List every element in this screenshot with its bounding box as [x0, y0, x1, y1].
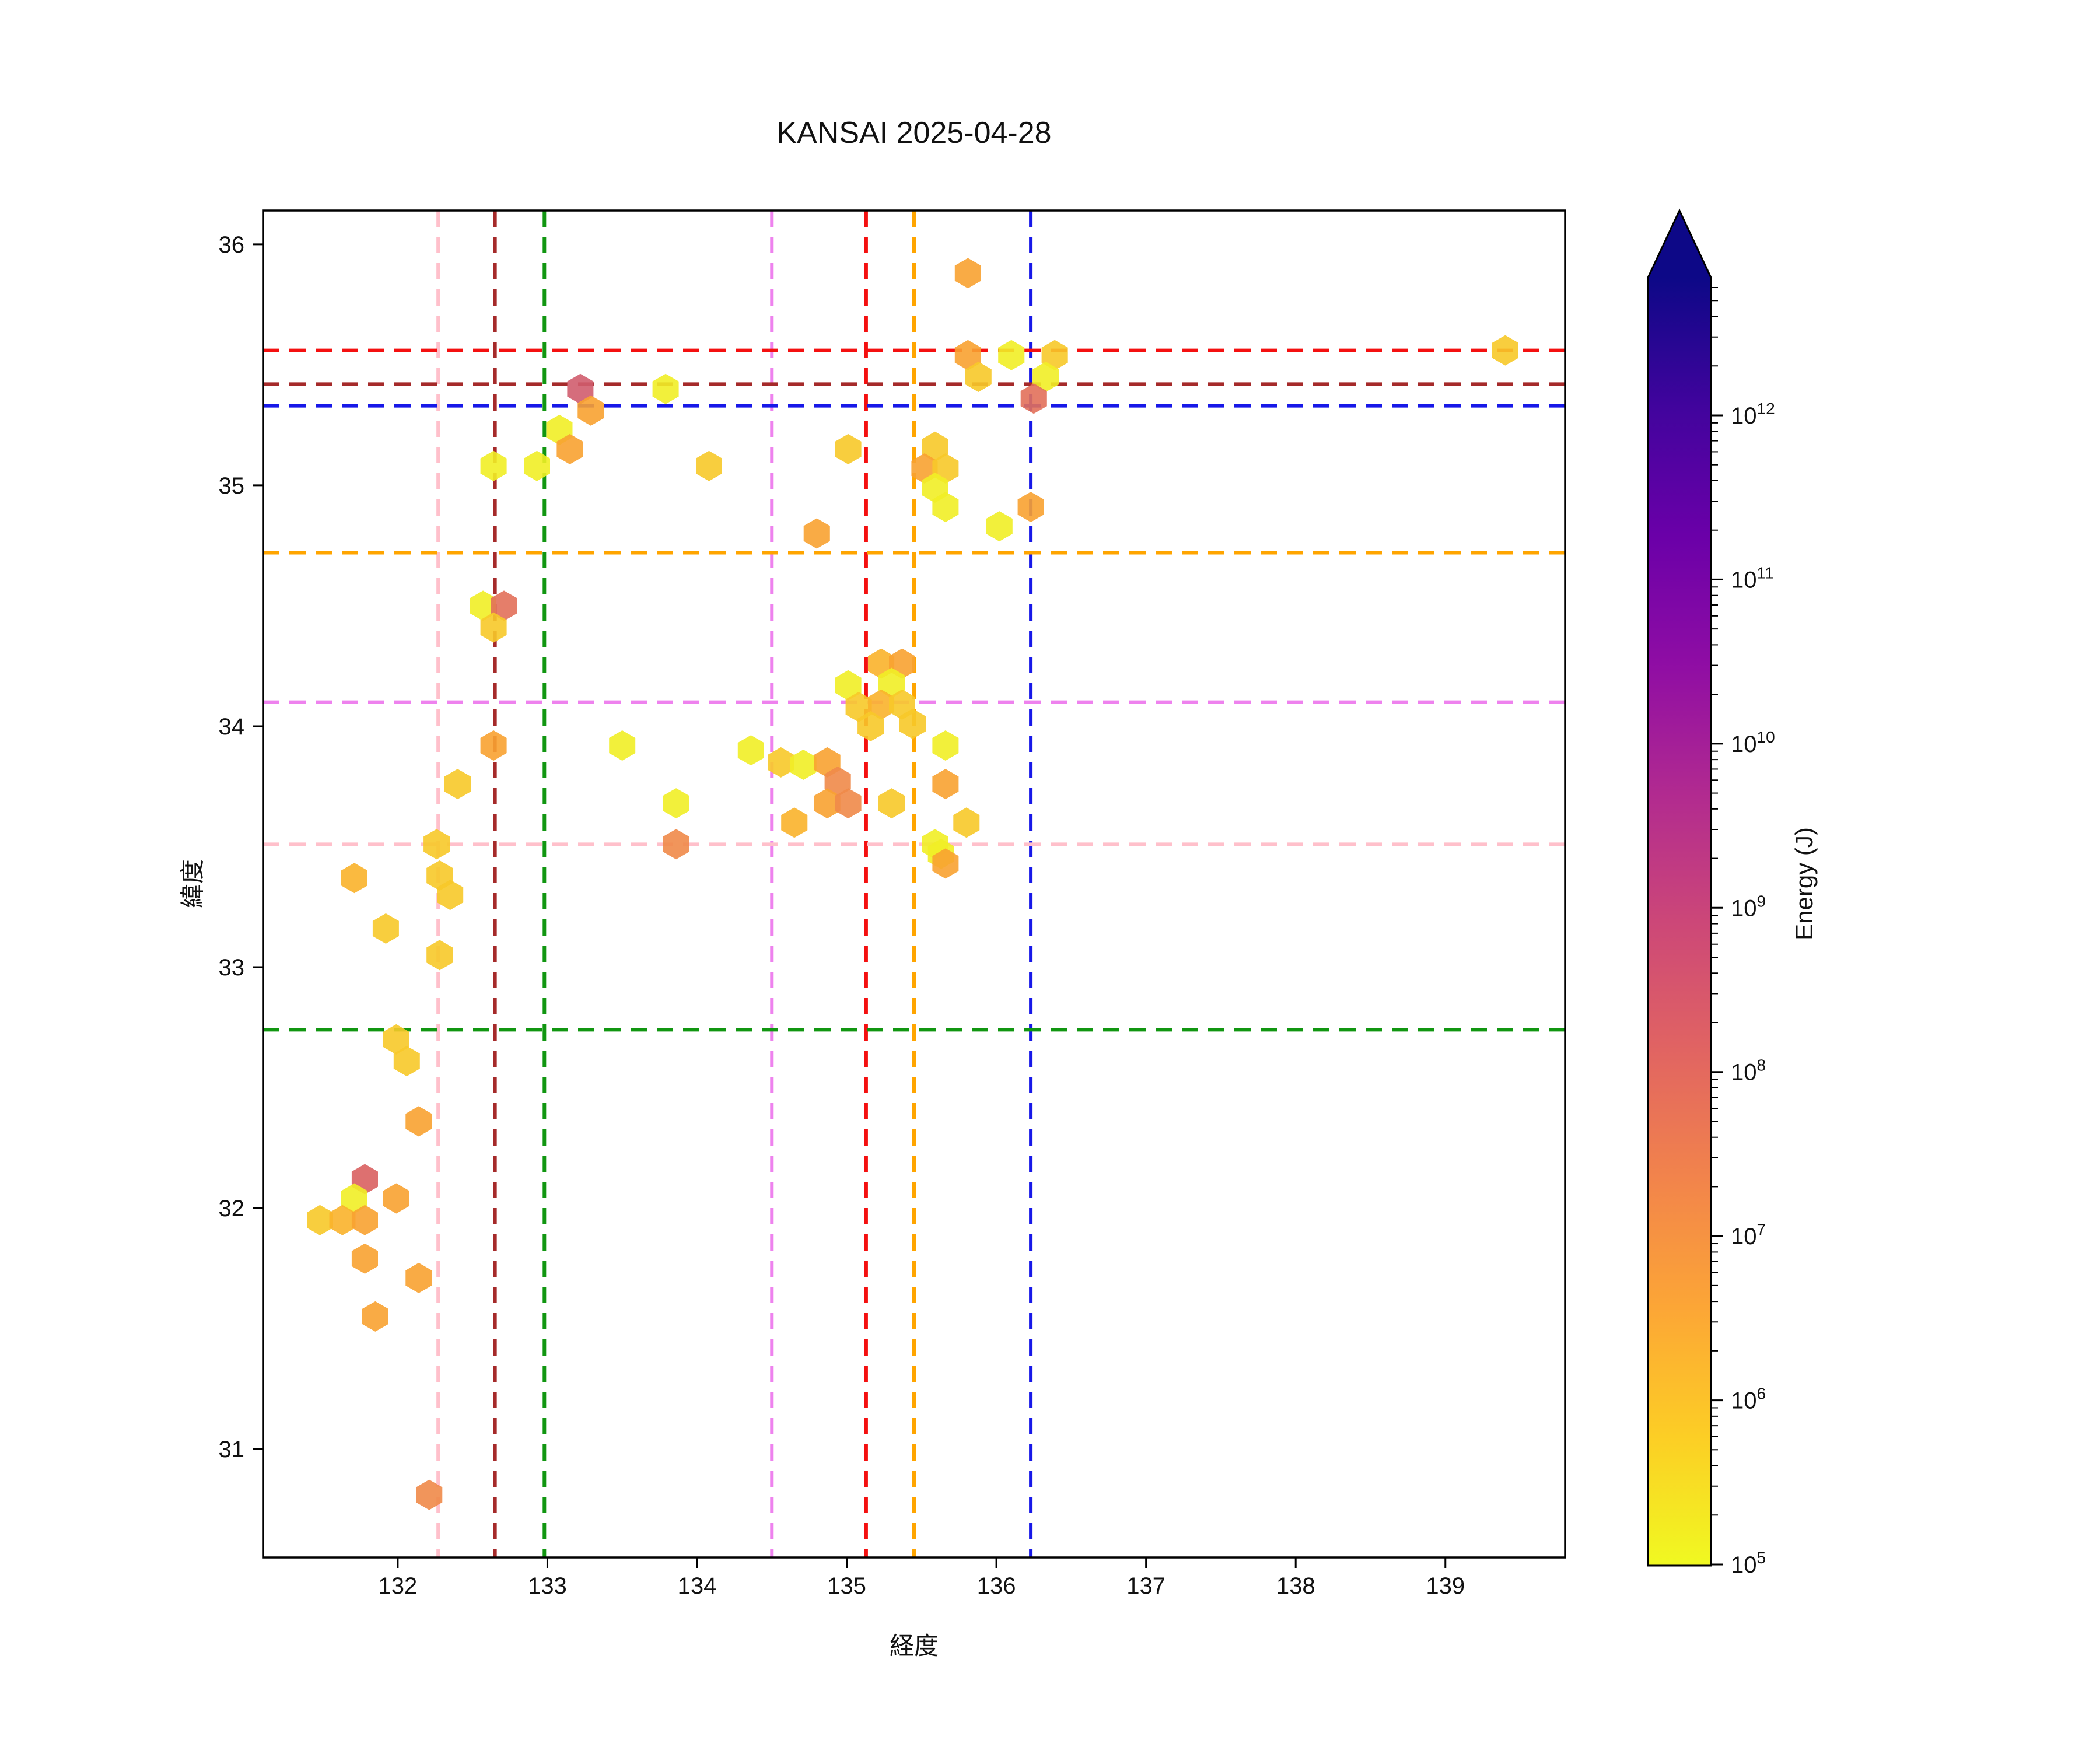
hexbin-point [1032, 362, 1059, 392]
y-tick-label: 32 [219, 1196, 245, 1222]
hexbin-point [567, 373, 594, 404]
hexbin-point [578, 395, 604, 426]
hexbin-point [393, 1046, 420, 1077]
x-tick-label: 139 [1426, 1573, 1465, 1599]
hexbin-point [781, 807, 808, 838]
colorbar-tick-label: 1012 [1731, 400, 1775, 429]
hexbin-point [932, 730, 959, 761]
colorbar-gradient [1647, 208, 1712, 1567]
hexbin-point [663, 829, 690, 860]
hexbin-point [307, 1205, 333, 1236]
hexbin-point [954, 340, 981, 370]
y-tick-label: 33 [219, 955, 245, 981]
colorbar-tick-label: 1011 [1731, 564, 1774, 593]
hexbin-point [405, 1262, 432, 1293]
hexbin-point [1041, 340, 1068, 370]
hexbin-point [998, 340, 1025, 370]
hexbin-point [329, 1205, 356, 1236]
hexbin-point [858, 710, 884, 741]
hexbin-point [953, 807, 980, 838]
hexbin-point [437, 880, 464, 911]
colorbar-tick-label: 106 [1731, 1385, 1766, 1414]
y-tick-label: 35 [219, 473, 245, 499]
hexbin-point [932, 848, 959, 879]
hexbin-point [416, 1479, 443, 1510]
y-axis-label: 緯度 [178, 859, 206, 909]
hexbin-point [663, 788, 690, 819]
hexbin-point [878, 667, 905, 698]
colorbar-tick-label: 107 [1731, 1220, 1766, 1250]
hexbin-point [341, 1183, 368, 1214]
hexbin-point [424, 829, 450, 860]
x-tick-label: 133 [528, 1573, 567, 1599]
hexbin-point [1020, 383, 1047, 414]
hexbin-point [426, 940, 453, 971]
x-tick-label: 136 [977, 1573, 1016, 1599]
hexbin-point [790, 750, 817, 780]
hexbin-point [824, 766, 851, 797]
y-tick-label: 36 [219, 232, 245, 258]
hexbin-point [835, 670, 862, 701]
hexbin-point [835, 433, 862, 464]
x-tick-label: 134 [678, 1573, 717, 1599]
hexbin-point [814, 788, 841, 819]
x-axis-label: 経度 [889, 1632, 939, 1660]
hexbin-point [768, 747, 794, 778]
hexbin-point [556, 433, 583, 464]
hexbin-point [444, 769, 471, 800]
hexbin-point [480, 450, 507, 481]
colorbar-tick-label: 1010 [1731, 728, 1775, 757]
hexbin-point [351, 1243, 378, 1274]
hexbin-point [652, 373, 679, 404]
hexbin-point [986, 511, 1013, 542]
hexbin-point [803, 518, 830, 549]
hexbin-point [835, 788, 862, 819]
hexbin-point [491, 590, 517, 621]
x-tick-label: 135 [827, 1573, 866, 1599]
hexbin-point [899, 708, 926, 739]
hexbin-point [965, 362, 992, 392]
hexbin-point [737, 735, 764, 766]
colorbar-tick-label: 108 [1731, 1056, 1766, 1086]
hexbin-point [932, 492, 959, 523]
colorbar-tick-label: 105 [1731, 1549, 1766, 1578]
hexbin-point [341, 863, 368, 894]
hexbin-point [1492, 335, 1518, 366]
hexbin-point [696, 450, 722, 481]
hexbin-point [1017, 492, 1044, 523]
hexbin-point [470, 590, 496, 621]
hexbin-point [932, 769, 959, 800]
hexbin-point [524, 450, 550, 481]
hexbin-point [383, 1024, 410, 1055]
hexbin-point [405, 1106, 432, 1137]
hexbin-point [868, 689, 895, 720]
x-tick-label: 132 [379, 1573, 418, 1599]
hexbin-point [351, 1205, 378, 1236]
hexbin-point [480, 730, 507, 761]
hexbin-point [922, 431, 949, 462]
hexbin-point [954, 258, 981, 289]
chart-title: KANSAI 2025-04-28 [776, 116, 1052, 150]
hexbin-point [609, 730, 636, 761]
y-tick-label: 34 [219, 714, 245, 740]
colorbar-label: Energy (J) [1790, 827, 1818, 940]
y-tick-label: 31 [219, 1437, 245, 1462]
x-tick-label: 137 [1126, 1573, 1166, 1599]
x-tick-label: 138 [1276, 1573, 1315, 1599]
hexbin-point [878, 788, 905, 819]
hexbin-point [383, 1183, 410, 1214]
axes-box [262, 209, 1566, 1559]
hexbin-point [362, 1301, 388, 1332]
hexbin-point [480, 612, 507, 643]
hexbin-point [372, 913, 399, 944]
colorbar-tick-label: 109 [1731, 892, 1766, 921]
